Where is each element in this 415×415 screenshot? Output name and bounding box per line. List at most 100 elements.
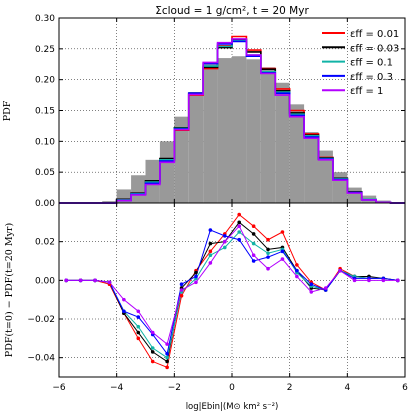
top-y-tick-label: 0.20: [35, 76, 55, 86]
top-histogram-layer: [59, 35, 405, 204]
initial-pdf-bar: [246, 59, 261, 203]
x-tick-label: 4: [344, 383, 350, 393]
difference-point: [266, 237, 270, 242]
top-gridlines: [59, 18, 405, 203]
legend-label: εff = 0.03: [350, 43, 399, 54]
difference-point: [222, 245, 227, 250]
top-y-tick-label: 0.05: [35, 168, 55, 178]
difference-point: [266, 255, 270, 259]
difference-point: [237, 220, 242, 225]
difference-point: [266, 251, 270, 256]
difference-point: [78, 278, 83, 283]
bottom-y-axis-label: PDF(t=0) − PDF(t=20 Myr): [4, 223, 15, 357]
difference-point: [251, 253, 256, 257]
initial-pdf-bar: [188, 92, 204, 203]
x-tick-label: −6: [52, 383, 66, 393]
bottom-gridlines: [59, 203, 405, 377]
difference-point: [208, 241, 213, 246]
bottom-ticks: −6 −4 −2 0 2 4 6 −0.04 −0.02 0.00 0.02: [27, 203, 408, 393]
difference-point: [266, 247, 270, 252]
difference-point: [194, 274, 198, 279]
difference-point: [295, 274, 299, 279]
difference-point: [150, 359, 155, 364]
difference-point: [136, 330, 141, 335]
legend-label: εff = 0.01: [350, 29, 399, 40]
initial-pdf-bar: [260, 67, 276, 203]
top-y-axis-label: PDF: [2, 100, 13, 121]
difference-point: [381, 278, 386, 283]
histogram-step-line: [59, 38, 405, 204]
x-tick-label: 2: [287, 383, 293, 393]
legend-label: εff = 0.3: [350, 72, 393, 83]
bottom-lines-layer: [64, 212, 400, 370]
difference-point: [150, 346, 155, 350]
top-y-tick-label: 0.30: [35, 14, 55, 24]
top-y-tick-label: 0.15: [35, 107, 55, 117]
difference-point: [280, 249, 285, 254]
bottom-y-tick-label: −0.04: [27, 354, 55, 364]
x-tick-label: −2: [168, 383, 181, 393]
difference-point: [295, 268, 299, 273]
legend-label: εff = 1: [350, 86, 383, 97]
difference-point: [136, 309, 141, 314]
difference-point: [150, 350, 155, 354]
difference-point: [194, 280, 198, 285]
difference-point: [251, 224, 256, 228]
difference-point: [165, 365, 169, 370]
difference-point: [395, 278, 400, 283]
difference-point: [165, 355, 169, 360]
difference-point: [309, 290, 314, 294]
difference-line: [66, 221, 398, 363]
bottom-y-tick-label: −0.02: [27, 315, 55, 325]
difference-point: [338, 268, 342, 273]
difference-point: [208, 261, 213, 265]
difference-point: [194, 270, 198, 275]
initial-pdf-bar: [347, 187, 362, 203]
difference-point: [208, 249, 213, 254]
initial-pdf-bar: [332, 172, 348, 203]
difference-point: [122, 297, 126, 302]
initial-pdf-bar: [318, 150, 333, 203]
difference-point: [309, 282, 314, 287]
difference-point: [237, 230, 242, 234]
x-axis-label: log|Ebin|(M⊙ km² s⁻²): [186, 402, 279, 412]
difference-point: [280, 257, 285, 261]
difference-point: [179, 288, 184, 292]
difference-point: [107, 280, 112, 285]
initial-pdf-bar: [174, 116, 189, 203]
bottom-y-tick-label: 0.02: [35, 238, 55, 248]
initial-pdf-bar: [102, 201, 117, 203]
top-y-tick-label: 0.00: [35, 199, 55, 209]
x-tick-label: 6: [402, 383, 408, 393]
difference-point: [208, 228, 213, 232]
difference-point: [266, 266, 270, 271]
difference-point: [165, 359, 169, 364]
difference-line: [66, 225, 398, 346]
difference-point: [64, 278, 69, 283]
difference-point: [367, 278, 371, 283]
difference-point: [179, 282, 184, 287]
difference-point: [251, 232, 256, 236]
top-ticks: 0.00 0.05 0.10 0.15 0.20 0.25 0.30: [35, 14, 406, 209]
initial-pdf-bar: [275, 82, 290, 203]
difference-point: [150, 330, 155, 335]
top-y-tick-label: 0.25: [35, 45, 55, 55]
legend: εff = 0.01 εff = 0.03 εff = 0.1 εff = 0.3 εf…: [322, 29, 399, 97]
difference-point: [136, 336, 141, 341]
difference-point: [237, 212, 242, 217]
initial-pdf-bar: [131, 175, 146, 203]
top-title: Σcloud = 1 g/cm², t = 20 Myr: [155, 5, 309, 17]
difference-point: [295, 263, 299, 267]
initial-pdf-bar: [232, 56, 247, 203]
x-tick-label: −4: [110, 383, 124, 393]
difference-point: [237, 224, 242, 228]
difference-point: [352, 278, 357, 283]
initial-pdf-bar: [289, 104, 305, 203]
initial-pdf-bar: [217, 58, 232, 204]
bottom-y-tick-label: 0.00: [35, 276, 55, 286]
difference-point: [165, 342, 169, 346]
difference-point: [93, 278, 97, 283]
difference-point: [122, 309, 126, 314]
difference-point: [251, 259, 256, 263]
